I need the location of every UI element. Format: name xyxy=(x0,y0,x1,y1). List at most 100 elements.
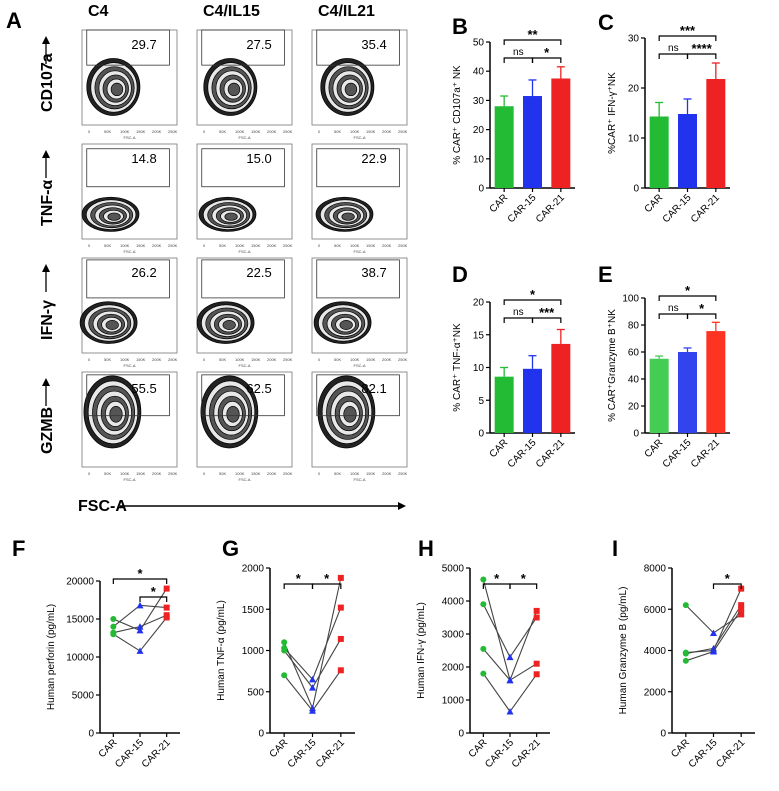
flow-mini-tick: 200K xyxy=(382,129,392,134)
bar xyxy=(523,96,542,188)
flow-mini-tick: 150K xyxy=(366,243,376,248)
panel-letter-g: G xyxy=(222,536,239,561)
series-line xyxy=(482,648,537,681)
flow-mini-tick: 50K xyxy=(219,129,226,134)
panel-f-chart: F 0 5000 10000 15000 20000 Human perforin (pg/… xyxy=(12,536,180,770)
y-tick-label: 15 xyxy=(473,330,485,341)
data-point xyxy=(506,676,514,684)
panel-h-chart: H 0 1000 2000 3000 4000 5000 Human IFN-γ (pg/mL… xyxy=(416,536,550,770)
y-tick-label: 10 xyxy=(628,134,640,145)
y-tick-label: 10 xyxy=(473,363,485,374)
flow-mini-tick: 100K xyxy=(350,129,360,134)
y-tick-label: 2000 xyxy=(644,687,667,698)
flow-mini-tick: 0 xyxy=(88,129,91,134)
y-tick-label: 10000 xyxy=(66,653,94,664)
flow-mini-tick: 50K xyxy=(104,243,111,248)
flow-contour-plot: 14.8 0 50K 100K 150K 200K 250K FSC-A xyxy=(81,143,178,254)
y-tick-label: 1000 xyxy=(242,646,265,657)
significance-label: * xyxy=(530,287,536,302)
flow-mini-tick: 100K xyxy=(120,471,130,476)
y-tick-label: 1000 xyxy=(442,696,465,707)
bar xyxy=(706,79,726,188)
flow-mini-axis-label: FSC-A xyxy=(124,477,136,482)
flow-gate-percentage: 29.7 xyxy=(131,37,156,52)
flow-mini-axis-label: FSC-A xyxy=(124,249,136,254)
flow-mini-tick: 100K xyxy=(235,357,245,362)
flow-gate-percentage: 82.1 xyxy=(361,381,386,396)
data-point xyxy=(337,635,344,642)
panel-letter-i: I xyxy=(612,536,618,561)
data-point xyxy=(136,626,144,634)
flow-gate-percentage: 55.5 xyxy=(131,381,156,396)
bar xyxy=(494,106,514,188)
flow-mini-tick: 150K xyxy=(136,129,146,134)
panel-letter-a: A xyxy=(6,8,22,33)
data-point xyxy=(281,647,288,654)
significance-label: * xyxy=(699,301,705,316)
data-point xyxy=(533,660,540,667)
y-tick-label: 20000 xyxy=(66,577,94,588)
flow-mini-tick: 250K xyxy=(283,129,293,134)
significance-label: * xyxy=(324,571,330,586)
x-tick-label: CAR-21 xyxy=(689,437,722,470)
significance-bracket xyxy=(658,35,717,41)
y-tick-label: 4000 xyxy=(644,646,667,657)
significance-label: ns xyxy=(668,303,679,314)
flow-mini-tick: 0 xyxy=(203,243,206,248)
data-point xyxy=(163,612,170,619)
flow-mini-tick: 50K xyxy=(334,129,341,134)
data-point xyxy=(337,574,344,581)
flow-mini-tick: 100K xyxy=(120,243,130,248)
x-tick-label: CAR xyxy=(669,737,692,760)
flow-mini-tick: 200K xyxy=(267,471,277,476)
flow-mini-tick: 200K xyxy=(267,357,277,362)
significance-bracket xyxy=(686,53,717,59)
flow-mini-tick: 150K xyxy=(251,243,261,248)
flow-mini-tick: 0 xyxy=(318,357,321,362)
y-tick-label: 20 xyxy=(628,84,640,95)
significance-bracket xyxy=(311,583,342,589)
flow-gate-percentage: 14.8 xyxy=(131,151,156,166)
flow-contour-ring xyxy=(344,82,358,97)
y-axis-label: Human perforin (pg/mL) xyxy=(46,604,57,710)
data-point xyxy=(136,601,144,609)
flow-mini-tick: 250K xyxy=(168,471,178,476)
significance-bracket xyxy=(531,57,562,63)
data-point xyxy=(309,675,316,683)
flow-contour-ring xyxy=(109,406,123,423)
x-tick-label: CAR xyxy=(488,192,511,215)
flow-contour-ring xyxy=(339,320,353,330)
x-tick-label: CAR-15 xyxy=(286,737,319,770)
significance-bracket xyxy=(658,53,689,59)
data-point xyxy=(110,623,117,630)
flow-contour-ring xyxy=(222,320,236,330)
significance-label: * xyxy=(151,584,157,599)
significance-label: * xyxy=(685,283,691,298)
y-tick-label: 40 xyxy=(628,375,640,386)
flow-gate-box xyxy=(86,148,170,188)
flow-gate-percentage: 35.4 xyxy=(361,37,386,52)
x-tick-label: CAR-15 xyxy=(506,437,539,470)
data-point xyxy=(309,684,316,691)
x-tick-label: CAR xyxy=(268,737,291,760)
significance-label: ns xyxy=(513,307,524,318)
flow-gate-percentage: 27.5 xyxy=(246,37,271,52)
flow-contour-ring xyxy=(226,406,240,423)
y-tick-label: 2000 xyxy=(242,564,265,575)
significance-label: * xyxy=(725,571,731,586)
y-tick-label: 5 xyxy=(478,396,484,407)
flow-mini-tick: 200K xyxy=(152,471,162,476)
significance-bracket xyxy=(503,57,534,63)
flow-row-label: CD107a xyxy=(39,53,56,112)
flow-mini-axis-label: FSC-A xyxy=(124,363,136,368)
x-tick-label: CAR-15 xyxy=(506,192,539,225)
significance-bracket xyxy=(112,578,168,584)
flow-row-arrowhead xyxy=(42,378,50,386)
bar xyxy=(706,331,726,433)
y-tick-label: 0 xyxy=(633,429,639,440)
y-tick-label: 20 xyxy=(628,402,640,413)
data-point xyxy=(710,648,717,655)
flow-mini-tick: 200K xyxy=(382,357,392,362)
bar xyxy=(551,343,571,433)
